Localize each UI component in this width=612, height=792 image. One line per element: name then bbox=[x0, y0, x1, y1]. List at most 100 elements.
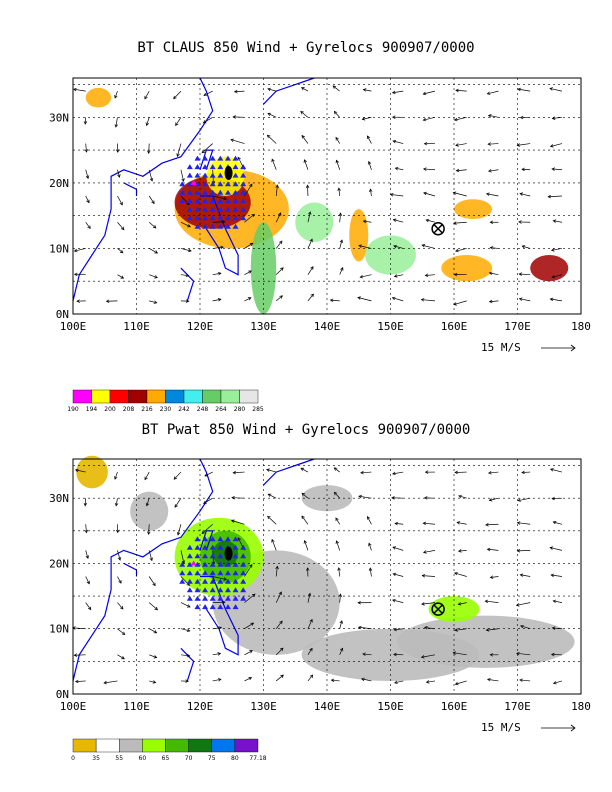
wind-arrowhead bbox=[488, 471, 492, 475]
wind-vector bbox=[148, 550, 153, 561]
wind-arrowhead bbox=[487, 114, 492, 118]
gyre-triangle bbox=[194, 578, 201, 584]
wind-arrowhead bbox=[368, 542, 372, 547]
gyre-center-symbol bbox=[431, 222, 445, 236]
wind-vector bbox=[212, 272, 221, 276]
wind-vector bbox=[395, 523, 404, 525]
gyre-triangle bbox=[224, 595, 231, 601]
wind-vector bbox=[85, 169, 89, 179]
gyre-triangle bbox=[186, 189, 193, 195]
wind-vector bbox=[339, 213, 341, 223]
wind-arrowhead bbox=[551, 167, 555, 171]
gyre-triangle bbox=[202, 578, 209, 584]
x-tick-label: 180 bbox=[571, 320, 591, 333]
wind-arrowhead bbox=[181, 178, 185, 182]
wind-arrowhead bbox=[301, 515, 305, 520]
gyre-triangle bbox=[224, 536, 231, 542]
coastline bbox=[180, 647, 195, 682]
colorbar-label: 208 bbox=[123, 406, 135, 413]
pwat-blob bbox=[130, 491, 169, 531]
wind-arrowhead bbox=[453, 117, 458, 122]
wind-vector bbox=[175, 117, 182, 126]
wind-vector bbox=[339, 594, 341, 603]
colorbar-label: 65 bbox=[162, 755, 170, 762]
wind-vector bbox=[426, 219, 436, 223]
colorbar-swatch bbox=[142, 738, 166, 753]
colorbar-label: 230 bbox=[160, 406, 172, 413]
colorbar-label: 194 bbox=[86, 406, 98, 413]
wind-vector bbox=[370, 189, 372, 197]
wind-arrowhead bbox=[251, 213, 255, 218]
colorbar-label: 55 bbox=[115, 755, 123, 762]
gyre-triangle bbox=[194, 223, 201, 229]
wind-vector bbox=[114, 90, 118, 99]
gyre-triangle bbox=[202, 553, 209, 559]
coastline bbox=[200, 195, 239, 276]
wind-vector bbox=[550, 298, 563, 302]
pwat-blob bbox=[396, 615, 575, 668]
wind-arrowhead bbox=[85, 175, 90, 180]
wind-arrowhead bbox=[549, 546, 554, 550]
wind-vector bbox=[301, 87, 309, 92]
x-tick-label: 120E bbox=[187, 320, 214, 333]
wind-vector bbox=[548, 195, 562, 198]
wind-arrowhead bbox=[339, 239, 344, 244]
wind-arrowhead bbox=[393, 274, 398, 278]
wind-vector bbox=[149, 680, 156, 683]
wind-arrowhead bbox=[516, 651, 520, 656]
chart-title-top: BT CLAUS 850 Wind + Gyrelocs 900907/0000 bbox=[137, 40, 475, 56]
gyre-triangle bbox=[202, 189, 209, 195]
gyre-triangle bbox=[186, 553, 193, 559]
wind-arrowhead bbox=[521, 167, 525, 172]
wind-vector bbox=[307, 293, 314, 302]
wind-arrowhead bbox=[309, 674, 314, 679]
wind-arrowhead bbox=[121, 656, 125, 660]
wind-arrowhead bbox=[453, 302, 457, 306]
gyre-triangle bbox=[209, 181, 216, 187]
wind-vector bbox=[117, 169, 120, 178]
wind-arrowhead bbox=[203, 500, 207, 504]
wind-vector bbox=[180, 628, 190, 632]
wind-arrowhead bbox=[154, 250, 159, 254]
wind-arrowhead bbox=[391, 90, 396, 95]
chart-title-bottom: BT Pwat 850 Wind + Gyrelocs 900907/0000 bbox=[141, 422, 471, 438]
wind-arrowhead bbox=[149, 177, 154, 182]
wind-arrowhead bbox=[550, 652, 555, 657]
wind-vector bbox=[458, 550, 467, 552]
wind-vector bbox=[234, 90, 245, 93]
wind-arrowhead bbox=[520, 624, 524, 629]
gyre-triangle bbox=[232, 189, 239, 195]
wind-vector bbox=[244, 622, 254, 630]
wind-arrowhead bbox=[392, 218, 397, 222]
wind-arrowhead bbox=[549, 144, 554, 148]
wind-vector bbox=[455, 680, 467, 685]
wind-vector bbox=[360, 471, 372, 474]
gyre-triangle bbox=[209, 604, 216, 610]
wind-vector bbox=[421, 602, 435, 605]
wind-arrowhead bbox=[487, 677, 491, 682]
gyre-triangle bbox=[232, 544, 239, 550]
wind-vector bbox=[174, 497, 182, 508]
wind-vector bbox=[275, 240, 283, 249]
wind-arrowhead bbox=[300, 87, 305, 91]
gyre-triangle bbox=[194, 206, 201, 212]
wind-arrowhead bbox=[145, 122, 149, 127]
wind-arrowhead bbox=[153, 655, 158, 659]
wind-arrowhead bbox=[115, 529, 120, 534]
wind-vector bbox=[367, 135, 372, 144]
wind-arrowhead bbox=[309, 238, 313, 243]
wind-vector bbox=[519, 298, 531, 302]
gyre-triangle bbox=[217, 181, 224, 187]
gyre-triangle bbox=[224, 578, 231, 584]
wind-vector bbox=[212, 678, 221, 682]
wind-vector bbox=[553, 680, 563, 684]
colorbar-label: 280 bbox=[234, 406, 246, 413]
wind-arrowhead bbox=[549, 468, 554, 472]
wind-vector bbox=[550, 547, 563, 551]
wind-arrowhead bbox=[547, 194, 552, 199]
gyre-triangle bbox=[224, 181, 231, 187]
wind-vector bbox=[453, 652, 467, 656]
wind-arrowhead bbox=[392, 546, 396, 550]
y-tick-label: 10N bbox=[49, 242, 69, 255]
